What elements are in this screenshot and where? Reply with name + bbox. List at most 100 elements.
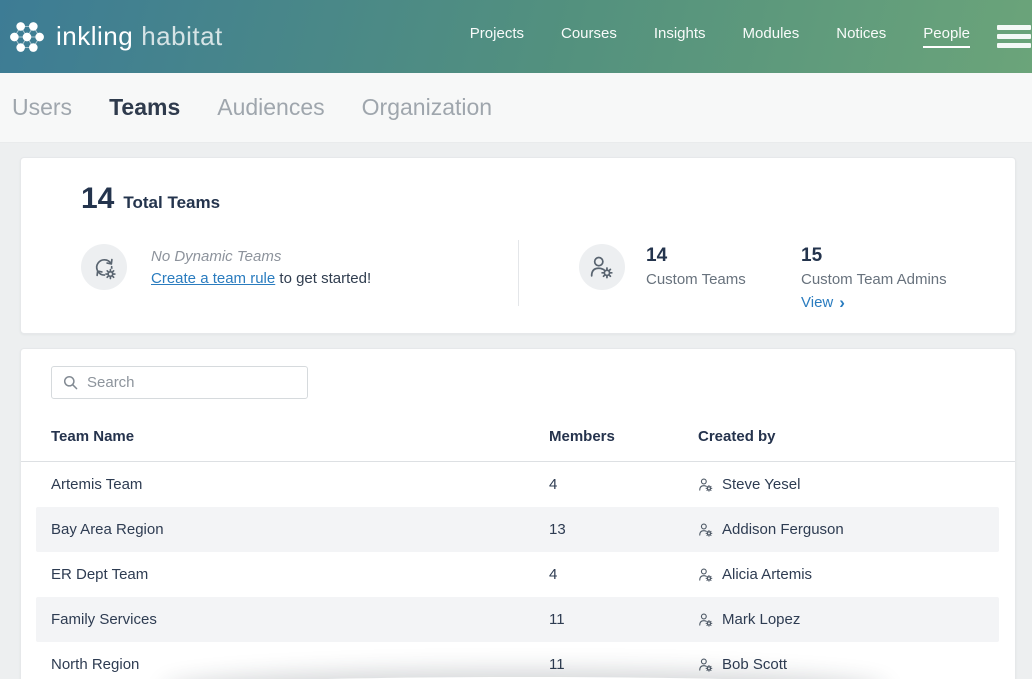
dynamic-teams-text: No Dynamic Teams Create a team rule to g… xyxy=(151,244,371,290)
team-name-cell: Artemis Team xyxy=(51,476,549,493)
members-cell: 11 xyxy=(549,656,698,673)
nav-item[interactable]: Insights xyxy=(654,25,706,48)
members-count: 13 xyxy=(549,521,566,538)
team-name-cell: Bay Area Region xyxy=(51,521,549,538)
team-name: ER Dept Team xyxy=(51,566,148,583)
nav-item[interactable]: Modules xyxy=(743,25,800,48)
tab-label: Teams xyxy=(109,94,180,120)
nav-item-label: Insights xyxy=(654,25,706,42)
team-name-cell: Family Services xyxy=(51,611,549,628)
tab-label: Audiences xyxy=(217,94,324,120)
table-body: Artemis Team 4 Steve Yesel xyxy=(21,462,1015,679)
user-gear-icon xyxy=(698,657,714,673)
dynamic-teams-icon-circle xyxy=(81,244,127,290)
column-header-team-name[interactable]: Team Name xyxy=(51,428,549,445)
team-name: Bay Area Region xyxy=(51,521,164,538)
nav-item[interactable]: Courses xyxy=(561,25,617,48)
tab-label: Users xyxy=(12,94,72,120)
view-admins-link[interactable]: View › xyxy=(801,294,947,311)
created-by-name: Addison Ferguson xyxy=(722,521,844,538)
column-header-members[interactable]: Members xyxy=(549,428,698,445)
total-teams-stat: 14 Total Teams xyxy=(81,182,1015,216)
stats-row: No Dynamic Teams Create a team rule to g… xyxy=(81,244,1015,311)
stats-divider xyxy=(518,240,519,306)
brand[interactable]: inkling habitat xyxy=(8,17,223,57)
nav-item-label: Notices xyxy=(836,25,886,42)
cta-suffix: to get started! xyxy=(275,270,371,287)
created-by-cell: Mark Lopez xyxy=(698,611,999,628)
app-header: inkling habitat Projects Courses Insights M… xyxy=(0,0,1032,73)
created-by-name: Bob Scott xyxy=(722,656,787,673)
dynamic-teams-cta: Create a team rule to get started! xyxy=(151,268,371,290)
created-by-name: Alicia Artemis xyxy=(722,566,812,583)
view-label: View xyxy=(801,294,833,311)
brand-primary: inkling xyxy=(56,21,133,52)
total-teams-value: 14 xyxy=(81,182,114,216)
members-cell: 11 xyxy=(549,611,698,628)
created-by-cell: Alicia Artemis xyxy=(698,566,999,583)
tab[interactable]: Users xyxy=(12,94,72,121)
brand-secondary: habitat xyxy=(141,21,223,52)
dynamic-teams-section: No Dynamic Teams Create a team rule to g… xyxy=(81,244,518,290)
tab[interactable]: Teams xyxy=(109,94,180,121)
teams-stats-card: 14 Total Teams xyxy=(20,157,1016,334)
nav-item-label: Courses xyxy=(561,25,617,42)
members-cell: 4 xyxy=(549,566,698,583)
user-gear-icon xyxy=(698,567,714,583)
user-gear-icon xyxy=(698,612,714,628)
table-row[interactable]: Family Services 11 Mark Lopez xyxy=(36,597,999,642)
members-count: 4 xyxy=(549,476,557,493)
brand-name: inkling habitat xyxy=(56,21,223,52)
top-nav: Projects Courses Insights Modules Notices Peo… xyxy=(470,25,970,48)
people-tab-bar: Users Teams Audiences Organization xyxy=(0,73,1032,143)
search-icon xyxy=(63,375,78,390)
team-name-cell: ER Dept Team xyxy=(51,566,549,583)
created-by-name: Mark Lopez xyxy=(722,611,800,628)
inkling-logo-icon xyxy=(8,17,46,57)
created-by-cell: Addison Ferguson xyxy=(698,521,999,538)
created-by-name: Steve Yesel xyxy=(722,476,800,493)
custom-teams-value: 14 xyxy=(646,245,780,267)
table-row[interactable]: ER Dept Team 4 Alicia Artemis xyxy=(36,552,999,597)
teams-table-card: Team Name Members Created by Artemis Tea… xyxy=(20,348,1016,679)
custom-teams-label: Custom Teams xyxy=(646,271,780,288)
no-dynamic-teams-label: No Dynamic Teams xyxy=(151,246,371,268)
table-header-row: Team Name Members Created by xyxy=(21,412,1015,462)
table-row[interactable]: North Region 11 Bob Scott xyxy=(36,642,999,679)
menu-icon[interactable] xyxy=(997,25,1031,48)
custom-team-admins-value: 15 xyxy=(801,245,947,267)
members-count: 4 xyxy=(549,566,557,583)
search-box[interactable] xyxy=(51,366,308,399)
members-cell: 4 xyxy=(549,476,698,493)
custom-teams-section: 14 Custom Teams 15 Custom Team Admins Vi… xyxy=(579,244,947,311)
team-name: Artemis Team xyxy=(51,476,142,493)
created-by-cell: Bob Scott xyxy=(698,656,999,673)
create-team-rule-link[interactable]: Create a team rule xyxy=(151,270,275,287)
total-teams-label: Total Teams xyxy=(123,193,220,213)
nav-item[interactable]: People xyxy=(923,25,970,48)
custom-teams-stat: 14 Custom Teams xyxy=(646,244,780,311)
members-cell: 13 xyxy=(549,521,698,538)
tab-label: Organization xyxy=(362,94,492,120)
custom-teams-icon-circle xyxy=(579,244,625,290)
created-by-cell: Steve Yesel xyxy=(698,476,999,493)
chevron-right-icon: › xyxy=(839,295,845,310)
column-header-created-by[interactable]: Created by xyxy=(698,428,1015,445)
nav-item-label: People xyxy=(923,25,970,42)
custom-team-admins-stat: 15 Custom Team Admins View › xyxy=(801,244,947,311)
table-row[interactable]: Bay Area Region 13 Addison Ferguson xyxy=(36,507,999,552)
team-name: Family Services xyxy=(51,611,157,628)
members-count: 11 xyxy=(549,611,565,628)
nav-item-label: Projects xyxy=(470,25,524,42)
members-count: 11 xyxy=(549,656,565,673)
sync-gear-icon xyxy=(91,254,118,281)
tab[interactable]: Audiences xyxy=(217,94,324,121)
team-name-cell: North Region xyxy=(51,656,549,673)
search-input[interactable] xyxy=(87,374,287,391)
tab[interactable]: Organization xyxy=(362,94,492,121)
nav-item[interactable]: Notices xyxy=(836,25,886,48)
user-gear-icon xyxy=(698,477,714,493)
table-row[interactable]: Artemis Team 4 Steve Yesel xyxy=(36,462,999,507)
team-name: North Region xyxy=(51,656,139,673)
nav-item[interactable]: Projects xyxy=(470,25,524,48)
